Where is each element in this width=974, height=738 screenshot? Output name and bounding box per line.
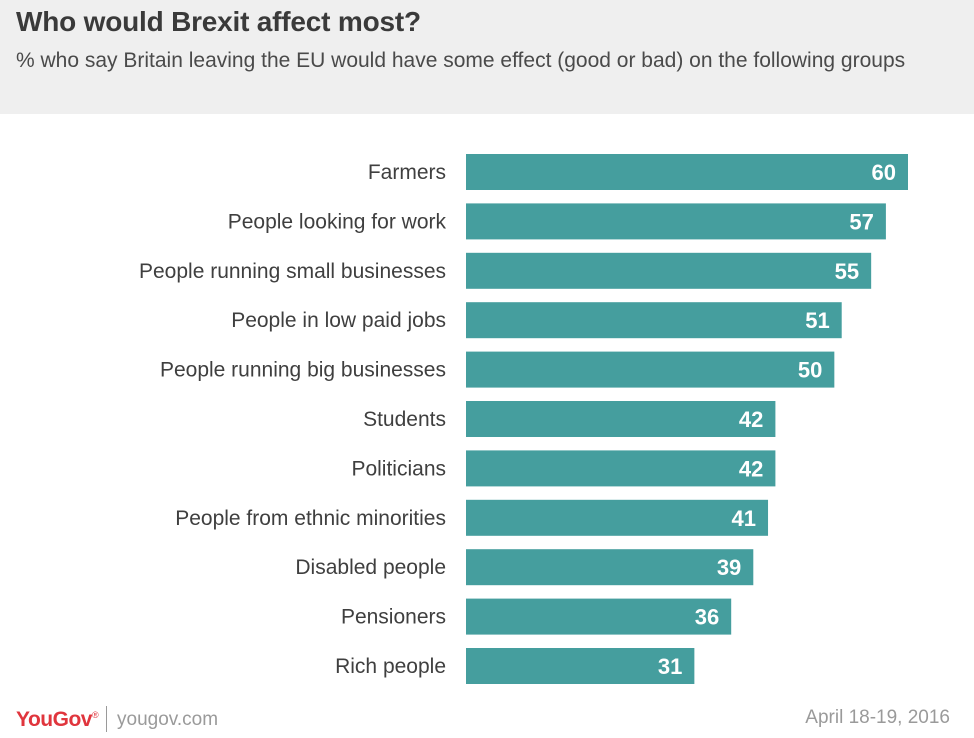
- yougov-logo: YouGov®: [16, 708, 99, 731]
- category-label: People running big businesses: [160, 359, 446, 382]
- value-label: 57: [849, 209, 873, 234]
- value-label: 60: [872, 160, 896, 185]
- bar-3: [466, 302, 842, 339]
- category-label: Farmers: [368, 161, 446, 184]
- value-label: 42: [739, 456, 763, 481]
- footer-site-link[interactable]: yougov.com: [117, 709, 219, 730]
- category-label: Students: [363, 408, 446, 431]
- value-label: 39: [717, 555, 741, 580]
- chart-title: Who would Brexit affect most?: [16, 6, 421, 37]
- value-label: 36: [695, 605, 719, 630]
- category-label: People from ethnic minorities: [175, 507, 446, 530]
- survey-date: April 18-19, 2016: [805, 707, 950, 728]
- bar-0: [466, 154, 908, 190]
- category-label: People looking for work: [228, 210, 447, 233]
- bar-10: [466, 648, 695, 684]
- category-label: Pensioners: [341, 606, 446, 629]
- value-label: 42: [739, 407, 763, 432]
- category-label: People in low paid jobs: [231, 309, 446, 332]
- bar-6: [466, 450, 776, 487]
- value-label: 31: [658, 654, 682, 679]
- value-label: 50: [798, 358, 822, 383]
- bar-4: [466, 351, 835, 388]
- category-label: Disabled people: [295, 556, 446, 579]
- category-label: Politicians: [351, 457, 446, 480]
- bar-8: [466, 549, 754, 586]
- bar-chart: Farmers 60 People looking for work 57 People…: [139, 154, 908, 684]
- bar-1: [466, 203, 886, 240]
- category-label: People running small businesses: [139, 260, 446, 283]
- bar-7: [466, 499, 769, 536]
- category-label: Rich people: [335, 655, 446, 678]
- chart-subtitle: % who say Britain leaving the EU would h…: [16, 49, 906, 72]
- bar-5: [466, 401, 776, 437]
- bar-2: [466, 252, 872, 289]
- value-label: 55: [835, 259, 859, 284]
- footer-divider: [106, 706, 107, 732]
- value-label: 51: [805, 308, 829, 333]
- header-band: Who would Brexit affect most? % who say …: [0, 0, 974, 114]
- value-label: 41: [732, 506, 756, 531]
- bar-9: [466, 598, 732, 635]
